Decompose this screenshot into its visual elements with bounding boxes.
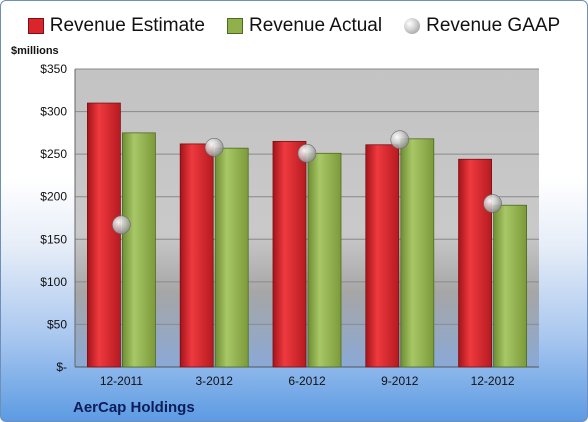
x-tick-label: 12-2011 <box>100 374 143 388</box>
marker-revenue-gaap <box>204 138 224 157</box>
y-tick-label: $350 <box>40 62 67 76</box>
bar-revenue-actual <box>214 147 249 368</box>
bar-revenue-estimate <box>179 143 214 368</box>
x-tick-label: 9-2012 <box>381 374 419 388</box>
x-tick-label: 6-2012 <box>288 374 326 388</box>
bar-revenue-estimate <box>458 158 493 368</box>
legend-swatch-actual <box>227 18 243 34</box>
legend-swatch-gaap <box>404 18 421 34</box>
x-tick-label: 12-2012 <box>471 374 515 388</box>
marker-revenue-gaap <box>390 130 410 149</box>
bar-revenue-actual <box>400 138 435 368</box>
bar-revenue-estimate <box>272 140 307 368</box>
y-tick-label: $50 <box>47 317 67 331</box>
company-name: AerCap Holdings <box>73 399 195 416</box>
y-tick-label: $- <box>56 360 67 374</box>
y-unit-label: $millions <box>11 45 59 57</box>
y-tick-label: $250 <box>40 147 67 161</box>
bar-revenue-actual <box>307 152 342 368</box>
legend-item-gaap: Revenue GAAP <box>404 15 560 37</box>
legend-item-estimate: Revenue Estimate <box>27 15 205 37</box>
y-tick-label: $150 <box>40 232 67 246</box>
y-tick-label: $100 <box>40 275 67 289</box>
legend-item-actual: Revenue Actual <box>227 15 382 37</box>
marker-revenue-gaap <box>112 215 131 235</box>
legend-swatch-estimate <box>27 18 44 34</box>
marker-revenue-gaap <box>483 194 502 213</box>
marker-revenue-gaap <box>297 143 317 163</box>
legend: Revenue Estimate Revenue Actual Revenue … <box>1 11 587 41</box>
bar-revenue-estimate <box>87 102 121 368</box>
bar-revenue-actual <box>493 204 528 368</box>
y-tick-label: $300 <box>40 105 67 119</box>
y-tick-label: $200 <box>40 190 67 204</box>
x-tick-label: 3-2012 <box>196 374 234 388</box>
bar-revenue-estimate <box>365 144 400 368</box>
legend-label-gaap: Revenue GAAP <box>426 15 561 36</box>
bar-revenue-actual <box>122 132 156 368</box>
legend-label-actual: Revenue Actual <box>249 15 383 36</box>
legend-label-estimate: Revenue Estimate <box>49 15 205 36</box>
